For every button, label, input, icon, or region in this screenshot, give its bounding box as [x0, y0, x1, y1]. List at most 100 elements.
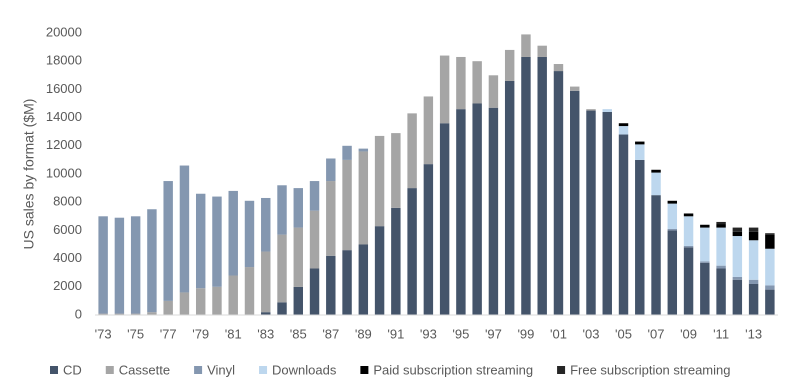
bar-segment — [521, 34, 531, 57]
bar-segment — [732, 279, 743, 315]
bar-segment — [651, 172, 661, 196]
bar-segment — [570, 90, 580, 315]
bar-segment — [700, 262, 710, 315]
legend-swatch — [105, 366, 114, 374]
x-tick-label: '99 — [517, 326, 534, 341]
bar-segment — [163, 181, 173, 301]
bar-segment — [277, 185, 287, 235]
legend-swatch — [194, 366, 203, 374]
bar-segment — [326, 181, 336, 256]
bar-segment — [635, 159, 645, 315]
bar-segment — [374, 226, 385, 315]
x-tick-label: '85 — [290, 326, 307, 341]
bar-segment — [212, 196, 222, 287]
bar-segment — [293, 286, 303, 315]
bar-segment — [423, 164, 434, 315]
bar-segment — [358, 148, 369, 152]
bar-segment — [765, 234, 775, 249]
bar-segment — [667, 228, 678, 231]
bar-segment — [472, 103, 482, 315]
x-tick-label: '05 — [615, 326, 632, 341]
bar-segment — [716, 265, 726, 269]
bar-segment — [98, 313, 108, 315]
bar-segment — [618, 134, 629, 315]
x-tick-label: '81 — [225, 326, 242, 341]
y-tick-label: 4000 — [53, 250, 82, 265]
bar-segment — [765, 289, 775, 315]
x-tick-label: '79 — [192, 326, 209, 341]
bar-segment — [748, 279, 759, 284]
x-tick-label: '73 — [95, 326, 112, 341]
bar-segment — [342, 145, 352, 160]
x-tick-label: '11 — [713, 326, 729, 341]
bar-segment — [342, 250, 352, 315]
bar-segment — [195, 288, 206, 315]
bar-segment — [228, 190, 238, 276]
legend-label: Free subscription streaming — [570, 362, 730, 377]
bar-segment — [179, 292, 190, 315]
legend-swatch — [259, 366, 268, 374]
bar-segment — [504, 49, 515, 81]
bar-segment — [651, 195, 661, 315]
bar-segment — [765, 285, 775, 290]
bar-segment — [553, 71, 564, 315]
bar-segment — [228, 275, 238, 315]
bar-segment — [374, 135, 385, 227]
y-axis-label: US sales by format ($M) — [21, 99, 37, 250]
bar-segment — [261, 197, 271, 252]
bar-segment — [488, 107, 499, 315]
bar-segment — [683, 245, 694, 248]
bar-segment — [570, 86, 580, 91]
bar-segment — [472, 61, 482, 104]
bar-segment — [667, 230, 678, 315]
bar-segment — [748, 283, 759, 315]
bar-segment — [407, 188, 417, 315]
bar-segment — [651, 169, 661, 173]
bar-segment — [114, 313, 125, 315]
bar-segment — [261, 312, 271, 315]
bar-segment — [423, 96, 434, 165]
x-tick-label: '03 — [583, 326, 600, 341]
legend-label: Paid subscription streaming — [373, 362, 533, 377]
bar-segment — [147, 312, 157, 315]
bar-segment — [667, 200, 678, 204]
legend-label: Vinyl — [207, 362, 235, 377]
x-tick-label: '13 — [745, 326, 762, 341]
bar-segment — [602, 111, 612, 316]
x-tick-label: '87 — [322, 326, 339, 341]
bar-segment — [358, 151, 369, 245]
x-tick-label: '93 — [420, 326, 437, 341]
bar-segment — [326, 255, 336, 315]
bar-segment — [456, 56, 466, 110]
bar-segment — [439, 123, 450, 316]
x-tick-label: '97 — [485, 326, 502, 341]
legend-swatch — [50, 366, 58, 374]
bar-segment — [277, 302, 287, 315]
legend-swatch — [360, 366, 369, 374]
bar-segment — [683, 216, 694, 246]
bar-segment — [732, 227, 743, 232]
bar-segment — [716, 227, 726, 266]
bar-segment — [716, 268, 726, 315]
bar-segment — [244, 267, 255, 315]
bar-segment — [195, 193, 206, 289]
bar-segment — [130, 216, 141, 314]
bar-segment — [732, 276, 743, 280]
bar-segment — [765, 233, 775, 235]
bar-segment — [553, 64, 564, 72]
bar-segment — [163, 300, 173, 315]
bar-segment — [309, 181, 320, 211]
bar-segment — [98, 216, 108, 314]
bar-segment — [212, 286, 222, 315]
bar-segment — [261, 251, 271, 313]
x-tick-label: '77 — [160, 326, 177, 341]
legend-label: Downloads — [272, 362, 337, 377]
bar-segment — [407, 113, 417, 189]
bar-segment — [635, 141, 645, 145]
bar-segment — [602, 109, 612, 112]
bar-segment — [358, 244, 369, 315]
bar-segment — [700, 227, 710, 262]
bar-segment — [147, 209, 157, 313]
bar-segment — [293, 227, 303, 287]
